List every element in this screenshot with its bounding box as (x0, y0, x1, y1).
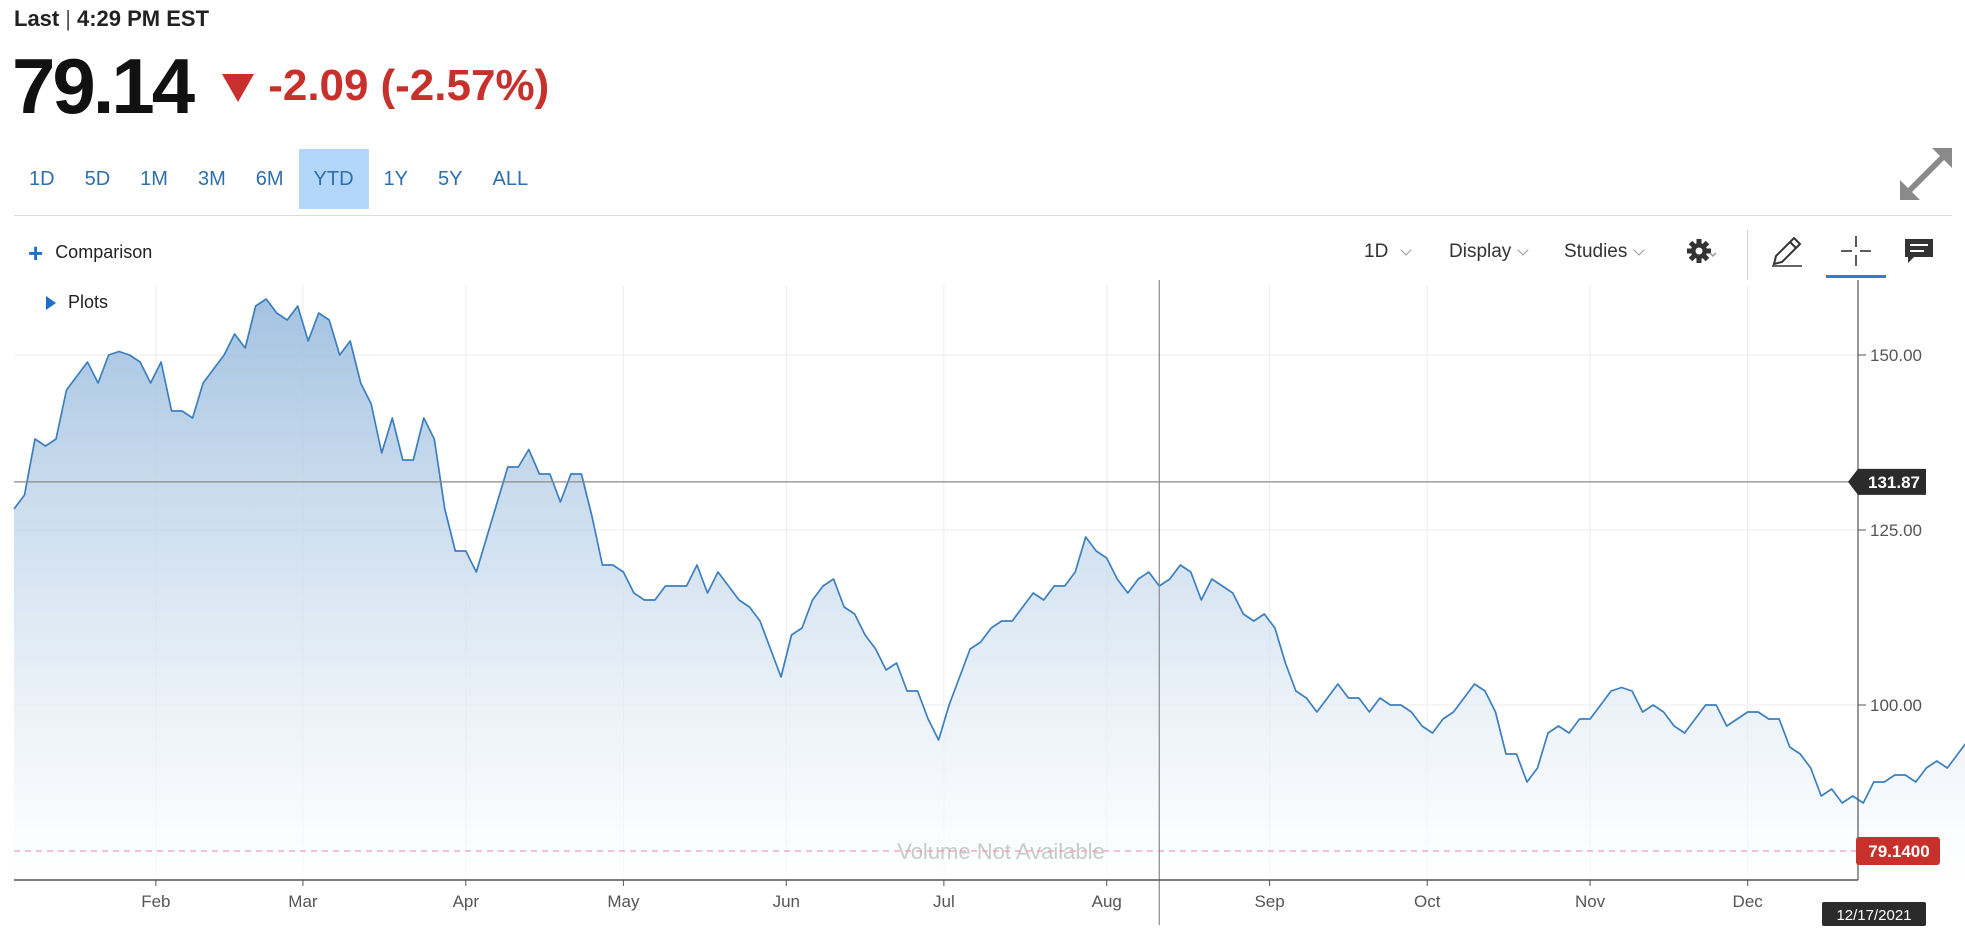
x-tick-label: Oct (1414, 892, 1441, 911)
last-value: 79.1400 (1868, 842, 1929, 861)
crosshair-value-tag: 131.87 (1848, 468, 1926, 495)
x-tick-label: Sep (1254, 892, 1284, 911)
date-tag: 12/17/2021 (1822, 902, 1926, 926)
range-button-all[interactable]: ALL (492, 168, 529, 190)
x-tick-label: Mar (288, 892, 318, 911)
last-label: Last (14, 6, 60, 31)
comment-icon[interactable] (1902, 234, 1936, 268)
crosshair-icon[interactable] (1839, 234, 1873, 268)
price-change: -2.09 (-2.57%) (222, 61, 549, 111)
range-button-5y[interactable]: 5Y (438, 168, 463, 190)
range-button-3m[interactable]: 3M (197, 168, 226, 190)
range-selector: 1D 5D 1M 3M 6M YTD 1Y 5Y ALL (14, 149, 543, 209)
last-trade-line: Last | 4:29 PM EST (14, 6, 209, 32)
studies-label: Studies (1564, 241, 1628, 262)
last-value-tag: 79.1400 (1856, 837, 1940, 866)
y-axis-ticks: 100.00 125.00 150.00 (1858, 346, 1922, 715)
interval-label: 1D (1364, 241, 1389, 262)
x-tick-label: Jun (773, 892, 800, 911)
header-divider (14, 215, 1952, 216)
pencil-icon[interactable] (1770, 234, 1804, 268)
range-button-6m[interactable]: 6M (255, 168, 284, 190)
plus-icon: + (28, 237, 44, 268)
plots-toggle[interactable]: Plots (46, 292, 108, 313)
x-axis-ticks: Feb Mar Apr May Jun Jul Aug Sep Oct Nov Dec (141, 880, 1763, 911)
range-button-5d[interactable]: 5D (84, 168, 111, 190)
last-separator: | (65, 6, 71, 31)
crosshair-active-indicator (1826, 275, 1886, 278)
quote-row: 79.14 -2.09 (-2.57%) (12, 42, 549, 130)
date-label: 12/17/2021 (1836, 907, 1911, 924)
last-price: 79.14 (12, 41, 195, 130)
y-tick-label: 125.00 (1870, 521, 1922, 540)
y-tick-label: 150.00 (1870, 346, 1922, 365)
display-label: Display (1449, 241, 1512, 262)
y-tick-label: 100.00 (1870, 696, 1922, 715)
studies-dropdown[interactable]: Studies (1564, 236, 1646, 268)
range-button-ytd[interactable]: YTD (298, 149, 369, 209)
range-button-1d[interactable]: 1D (29, 168, 55, 190)
x-tick-label: Nov (1575, 892, 1606, 911)
price-area (14, 299, 1965, 880)
gear-icon[interactable] (1684, 234, 1718, 268)
x-tick-label: Dec (1733, 892, 1764, 911)
plots-label: Plots (68, 292, 109, 312)
comparison-button[interactable]: + Comparison (28, 237, 153, 268)
last-time: 4:29 PM EST (76, 6, 210, 31)
expand-icon[interactable] (1900, 148, 1952, 200)
toolbar-divider (1747, 230, 1748, 280)
play-triangle-icon (46, 295, 56, 310)
range-button-1y[interactable]: 1Y (383, 168, 409, 190)
x-tick-label: Jul (933, 892, 955, 911)
display-dropdown[interactable]: Display (1449, 236, 1529, 268)
interval-dropdown[interactable]: 1D (1364, 236, 1412, 268)
x-tick-label: May (607, 892, 640, 911)
comparison-label: Comparison (55, 242, 153, 262)
price-line (13, 298, 1965, 804)
x-tick-label: Aug (1092, 892, 1122, 911)
x-tick-label: Feb (141, 892, 170, 911)
x-tick-label: Apr (453, 892, 480, 911)
change-percent: (-2.57%) (380, 61, 550, 110)
range-button-1m[interactable]: 1M (140, 168, 168, 190)
down-arrow-icon (222, 74, 255, 102)
change-value: -2.09 (268, 61, 369, 110)
crosshair-value: 131.87 (1868, 473, 1920, 492)
